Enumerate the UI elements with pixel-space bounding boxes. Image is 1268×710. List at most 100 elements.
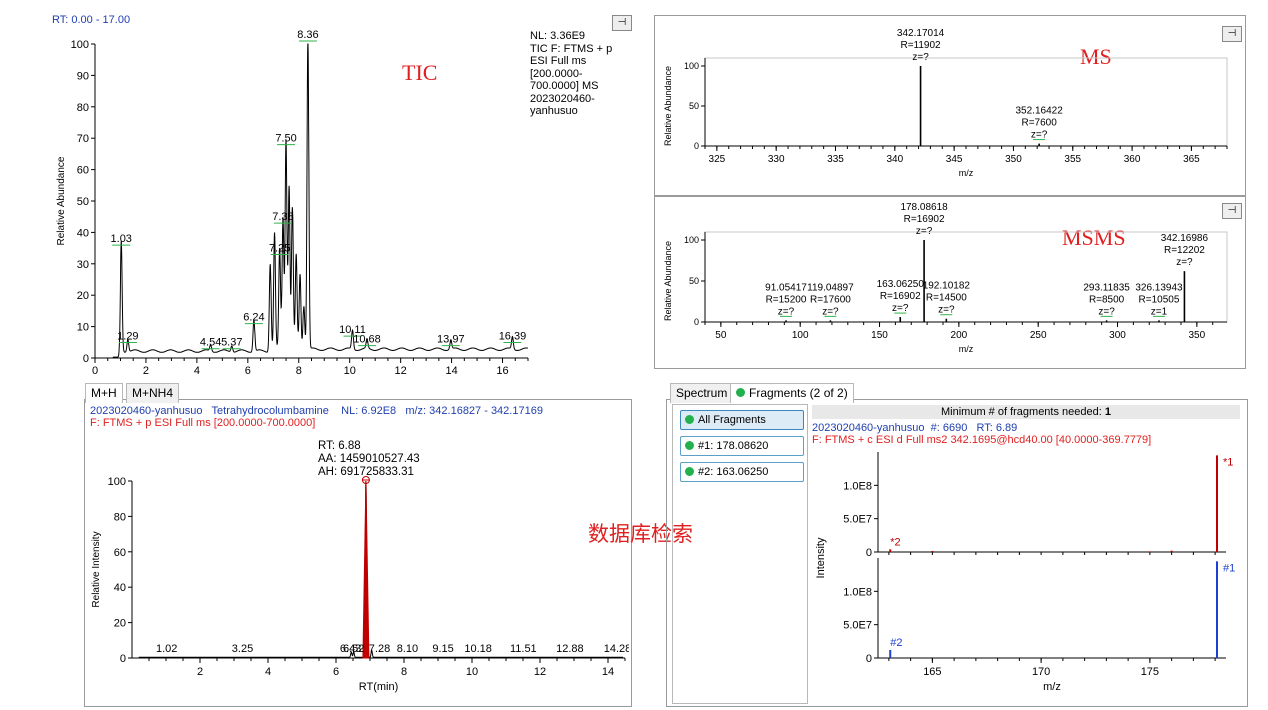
peak-label: 16.39: [499, 330, 527, 342]
x-tick-label: 10: [344, 365, 356, 377]
x-tick-label: 12: [534, 666, 546, 678]
peak-label: 342.17014: [897, 28, 945, 39]
pin-icon[interactable]: ⊣: [1222, 26, 1242, 42]
y-tick-label: 10: [77, 322, 89, 334]
peak-label: 10.68: [353, 334, 381, 346]
tic-info-line: ESI Full ms: [530, 55, 587, 67]
xic-peak-fill: [362, 480, 370, 659]
rt-label: 7.28: [369, 643, 390, 655]
peak-label: R=14500: [926, 293, 967, 304]
x-tick-label: 8: [296, 365, 302, 377]
peak-label: R=8500: [1089, 294, 1125, 305]
tic-info-line: TIC F: FTMS + p: [530, 42, 613, 55]
peak-label: z=?: [912, 52, 929, 63]
peak-label: 326.13943: [1135, 282, 1183, 293]
x-tick-label: 200: [951, 330, 968, 341]
y-axis-label: Relative Abundance: [56, 156, 67, 245]
plot-frame: [704, 57, 1228, 147]
frag-header-line1: 2023020460-yanhusuo #: 6690 RT: 6.89: [812, 422, 1018, 434]
y-tick-label: 40: [114, 582, 126, 594]
peak-label: z=?: [1176, 257, 1193, 268]
tic-rt-range: RT: 0.00 - 17.00: [52, 14, 131, 26]
fragment-label: All Fragments: [698, 414, 766, 426]
tic-info-line: NL: 3.36E9: [530, 30, 586, 42]
xic-peak-rt: RT: 6.88: [318, 440, 361, 452]
x-tick-label: 350: [1189, 330, 1206, 341]
y-axis-label: Relative Intensity: [91, 531, 102, 607]
peak-label: R=10505: [1139, 294, 1180, 305]
xic-chart: 0 20 40 60 80 100 2 4 6 8 10 12 14 1.02 3.25 6.436.52 7.…: [91, 476, 629, 693]
fragment-label: #1: 178.08620: [698, 440, 769, 452]
peak-label: 178.08618: [900, 202, 948, 213]
rt-label: 11.51: [510, 643, 537, 655]
rt-label: 8.10: [397, 643, 418, 655]
y-tick-label: 20: [114, 618, 126, 630]
y-tick-label: 60: [77, 165, 89, 177]
y-tick-label: 0: [83, 353, 89, 365]
peak-label: z=?: [778, 306, 795, 317]
x-tick-label: 14: [602, 666, 614, 678]
pin-icon[interactable]: ⊣: [1222, 203, 1242, 219]
tic-overlay-label: TIC: [402, 60, 438, 85]
y-tick-label: 50: [77, 196, 89, 208]
fragment-2-button[interactable]: #2: 163.06250: [680, 462, 804, 482]
rt-label: 12.88: [556, 643, 584, 655]
xic-peak-ah: AH: 691725833.31: [318, 466, 414, 478]
xic-trace: [138, 480, 624, 658]
peak-label: 7.50: [275, 133, 296, 145]
x-tick-label: 330: [768, 154, 785, 165]
peak-label: 192.10182: [923, 281, 971, 292]
peak-label: R=7600: [1021, 118, 1057, 129]
x-tick-label: 4: [265, 666, 271, 678]
x-tick-label: 360: [1124, 154, 1141, 165]
x-tick-label: 325: [709, 154, 726, 165]
x-axis-label: RT(min): [359, 681, 399, 693]
x-tick-label: 14: [445, 365, 457, 377]
fragment-all-button[interactable]: All Fragments: [680, 410, 804, 430]
ms-panel-border: [654, 15, 1246, 197]
y-tick-label: 30: [77, 259, 89, 271]
x-tick-label: 4: [194, 365, 200, 377]
peak-label: 10.11: [339, 324, 366, 336]
x-tick-label: 350: [1005, 154, 1022, 165]
x-tick-label: 0: [92, 365, 98, 377]
fragment-peak-label: #1: [1223, 562, 1235, 574]
ms-chart: 0 50 100 325 330 335 340 345 350 355 360 365 342.170…: [663, 28, 1228, 178]
pin-icon[interactable]: ⊣: [612, 15, 632, 31]
x-tick-label: 340: [886, 154, 903, 165]
tab-m-nh4[interactable]: M+NH4: [126, 383, 180, 403]
green-dot-icon: [685, 466, 694, 476]
tic-info-line: 2023020460-: [530, 92, 595, 105]
peak-label: z=?: [916, 226, 933, 237]
peak-label: R=15200: [766, 294, 807, 305]
tab-fragments-label: Fragments (2 of 2): [749, 386, 848, 400]
rt-label: 6.52: [343, 643, 364, 655]
fragment-1-button[interactable]: #1: 178.08620: [680, 436, 804, 456]
tab-fragments[interactable]: Fragments (2 of 2): [730, 383, 854, 403]
min-fragments-label: Minimum # of fragments needed:: [941, 406, 1102, 418]
xic-header-line2: F: FTMS + p ESI Full ms [200.0000-700.00…: [90, 417, 316, 429]
green-dot-icon: [685, 414, 694, 424]
y-tick-label: 100: [684, 235, 699, 245]
fragment-chart: 0 5.0E7 1.0E8 *2 *1 0 5.0E7 1.0E8 165 170 175 #2 #1 m…: [815, 452, 1235, 693]
peak-label: R=11902: [900, 40, 941, 51]
peak-label: 7.38: [272, 211, 293, 223]
peak-label: 352.16422: [1015, 106, 1063, 117]
msms-chart: 0 50 100 50 100 150 200 250 300 350 91.05417R=1520…: [663, 202, 1228, 354]
y-tick-label: 1.0E8: [843, 480, 872, 492]
x-tick-label: 10: [466, 666, 478, 678]
x-tick-label: 365: [1183, 154, 1200, 165]
x-tick-label: 170: [1032, 666, 1050, 678]
rt-label: 1.02: [156, 643, 177, 655]
peak-label: z=?: [1098, 306, 1115, 317]
peak-label: R=16902: [880, 291, 921, 302]
y-tick-label: 20: [77, 290, 89, 302]
tab-spectrum[interactable]: Spectrum: [670, 383, 734, 403]
y-tick-label: 5.0E7: [843, 514, 872, 526]
y-tick-label: 100: [71, 39, 89, 51]
y-tick-label: 100: [684, 61, 699, 71]
x-tick-label: 8: [401, 666, 407, 678]
x-tick-label: 12: [395, 365, 407, 377]
tab-m-h[interactable]: M+H: [85, 383, 123, 403]
peak-label: 5.37: [221, 337, 242, 349]
